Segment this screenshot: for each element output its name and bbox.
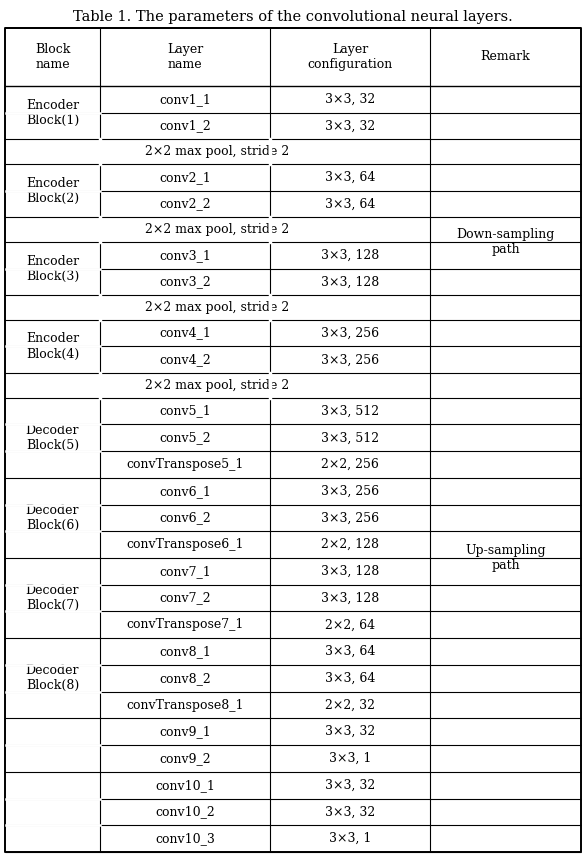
- Text: conv6_1: conv6_1: [159, 484, 211, 497]
- Text: 3×3, 512: 3×3, 512: [321, 405, 379, 418]
- Text: 2×2 max pool, stride 2: 2×2 max pool, stride 2: [145, 379, 289, 392]
- Text: 2×2 max pool, stride 2: 2×2 max pool, stride 2: [145, 146, 289, 158]
- Text: 3×3, 256: 3×3, 256: [321, 354, 379, 366]
- Text: 3×3, 1: 3×3, 1: [329, 832, 371, 845]
- Text: 3×3, 32: 3×3, 32: [325, 779, 375, 792]
- Text: Layer
name: Layer name: [167, 43, 203, 71]
- Text: 3×3, 256: 3×3, 256: [321, 327, 379, 340]
- Text: conv10_1: conv10_1: [155, 779, 215, 792]
- Text: 3×3, 32: 3×3, 32: [325, 92, 375, 106]
- Text: Decoder
Block(5): Decoder Block(5): [26, 424, 79, 452]
- Text: 3×3, 32: 3×3, 32: [325, 120, 375, 133]
- Text: conv3_2: conv3_2: [159, 276, 211, 288]
- Text: convTranspose7_1: convTranspose7_1: [127, 618, 244, 632]
- Text: convTranspose6_1: convTranspose6_1: [126, 538, 244, 551]
- Text: Down-sampling
path: Down-sampling path: [456, 228, 555, 256]
- Text: 3×3, 128: 3×3, 128: [321, 276, 379, 288]
- Text: Encoder
Block(3): Encoder Block(3): [26, 254, 79, 282]
- Text: 3×3, 128: 3×3, 128: [321, 248, 379, 262]
- Text: conv7_2: conv7_2: [159, 591, 211, 604]
- Text: 3×3, 512: 3×3, 512: [321, 431, 379, 444]
- Text: conv2_2: conv2_2: [159, 198, 211, 211]
- Text: Up-sampling
path: Up-sampling path: [465, 544, 546, 572]
- Text: 3×3, 64: 3×3, 64: [325, 198, 375, 211]
- Text: Decoder
Block(8): Decoder Block(8): [26, 664, 79, 693]
- Text: convTranspose8_1: convTranspose8_1: [126, 698, 244, 711]
- Text: convTranspose5_1: convTranspose5_1: [127, 458, 244, 471]
- Text: 3×3, 64: 3×3, 64: [325, 170, 375, 184]
- Text: 3×3, 256: 3×3, 256: [321, 484, 379, 497]
- Text: 3×3, 32: 3×3, 32: [325, 725, 375, 738]
- Text: conv3_1: conv3_1: [159, 248, 211, 262]
- Text: 3×3, 64: 3×3, 64: [325, 672, 375, 685]
- Text: 3×3, 1: 3×3, 1: [329, 752, 371, 765]
- Text: conv5_1: conv5_1: [159, 405, 211, 418]
- Text: Encoder
Block(2): Encoder Block(2): [26, 176, 79, 205]
- Text: 3×3, 128: 3×3, 128: [321, 591, 379, 604]
- Text: 2×2 max pool, stride 2: 2×2 max pool, stride 2: [145, 223, 289, 236]
- Text: 2×2, 128: 2×2, 128: [321, 538, 379, 551]
- Text: conv5_2: conv5_2: [159, 431, 211, 444]
- Text: conv10_3: conv10_3: [155, 832, 215, 845]
- Text: conv10_2: conv10_2: [155, 805, 215, 818]
- Text: Remark: Remark: [481, 51, 530, 63]
- Text: conv4_1: conv4_1: [159, 327, 211, 340]
- Text: conv8_1: conv8_1: [159, 645, 211, 658]
- Text: 3×3, 32: 3×3, 32: [325, 805, 375, 818]
- Text: conv9_2: conv9_2: [159, 752, 211, 765]
- Text: conv4_2: conv4_2: [159, 354, 211, 366]
- Text: 3×3, 64: 3×3, 64: [325, 645, 375, 658]
- Text: 3×3, 128: 3×3, 128: [321, 565, 379, 578]
- Text: Decoder
Block(7): Decoder Block(7): [26, 584, 79, 612]
- Text: 2×2, 64: 2×2, 64: [325, 618, 375, 632]
- Text: 2×2 max pool, stride 2: 2×2 max pool, stride 2: [145, 301, 289, 314]
- Text: Encoder
Block(1): Encoder Block(1): [26, 98, 79, 127]
- Text: conv9_1: conv9_1: [159, 725, 211, 738]
- Text: conv8_2: conv8_2: [159, 672, 211, 685]
- Text: Layer
configuration: Layer configuration: [308, 43, 393, 71]
- Text: Encoder
Block(4): Encoder Block(4): [26, 332, 79, 360]
- Text: 2×2, 256: 2×2, 256: [321, 458, 379, 471]
- Text: conv1_2: conv1_2: [159, 120, 211, 133]
- Text: Decoder
Block(6): Decoder Block(6): [26, 504, 79, 532]
- Text: Block
name: Block name: [35, 43, 70, 71]
- Text: conv6_2: conv6_2: [159, 511, 211, 525]
- Text: 3×3, 256: 3×3, 256: [321, 511, 379, 525]
- Text: conv1_1: conv1_1: [159, 92, 211, 106]
- Text: conv7_1: conv7_1: [159, 565, 211, 578]
- Text: 2×2, 32: 2×2, 32: [325, 698, 375, 711]
- Text: conv2_1: conv2_1: [159, 170, 211, 184]
- Text: Table 1. The parameters of the convolutional neural layers.: Table 1. The parameters of the convoluti…: [73, 10, 513, 24]
